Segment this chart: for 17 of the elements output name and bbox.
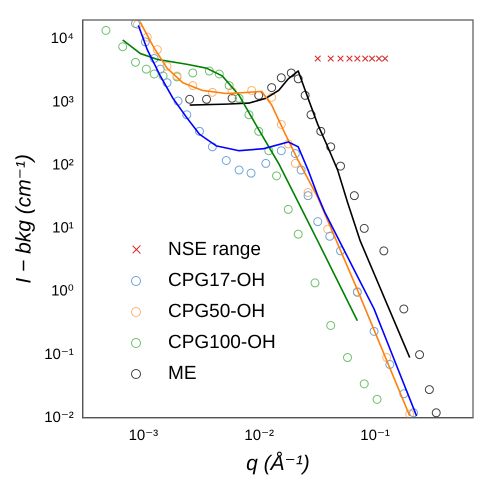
y-tick-label: 10³	[52, 93, 74, 110]
y-tick-label: 10²	[52, 156, 74, 174]
x-axis-title: q (Å⁻¹)	[246, 451, 310, 476]
y-tick-label: 10⁴	[50, 30, 74, 48]
y-tick-label: 10⁰	[51, 282, 74, 300]
x-tick-label: 10⁻²	[244, 426, 274, 444]
legend-label: ME	[168, 362, 196, 386]
x-tick-label: 10⁻¹	[360, 426, 390, 444]
legend-label: CPG50-OH	[168, 300, 266, 324]
legend-label: NSE range	[168, 238, 261, 262]
x-tick-label: 10⁻³	[128, 426, 158, 444]
y-axis-title: I − bkg (cm⁻¹)	[12, 154, 36, 284]
legend-label: CPG100-OH	[168, 331, 276, 355]
y-tick-label: 10¹	[52, 220, 74, 237]
legend-label: CPG17-OH	[168, 269, 266, 293]
y-tick-label: 10⁻¹	[44, 346, 74, 363]
y-tick-label: 10⁻²	[44, 408, 74, 426]
